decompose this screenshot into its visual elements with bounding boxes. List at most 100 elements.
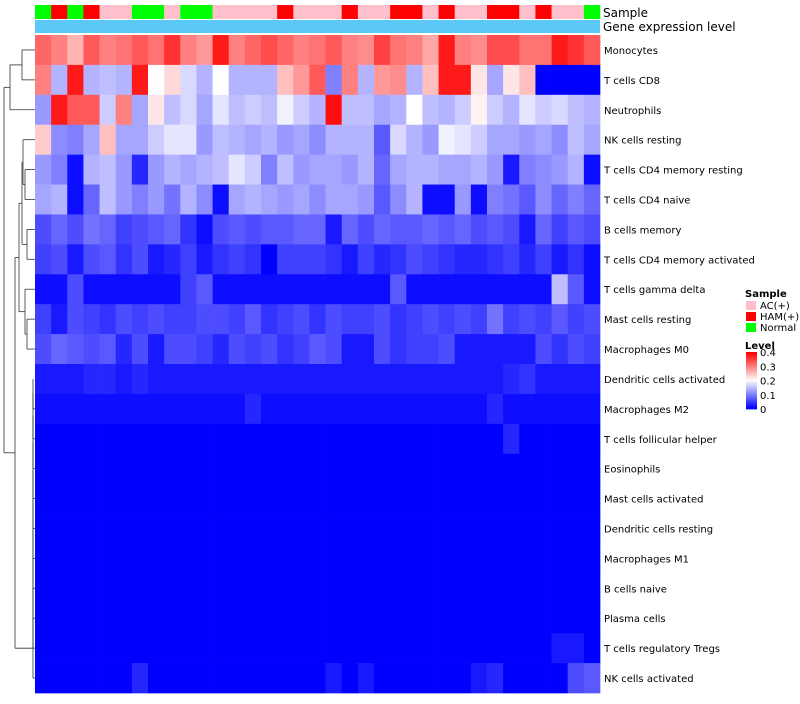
row-label: Macrophages M2 xyxy=(604,405,689,416)
heatmap-cell xyxy=(261,423,278,455)
heatmap-cell xyxy=(341,124,359,155)
heatmap-cell xyxy=(35,154,52,185)
heatmap-cell xyxy=(583,633,601,664)
heatmap-cell xyxy=(535,244,552,275)
heatmap-cell xyxy=(454,633,472,664)
heatmap-cell xyxy=(454,124,472,155)
heatmap-cell xyxy=(131,513,149,544)
heatmap-cell xyxy=(503,513,520,544)
heatmap-cell xyxy=(83,94,100,126)
heatmap-cell xyxy=(454,184,472,215)
heatmap-cell xyxy=(164,423,181,455)
heatmap-cell xyxy=(309,244,326,275)
heatmap-cell xyxy=(341,573,359,604)
heatmap-cell xyxy=(374,94,391,126)
heatmap-cell xyxy=(390,184,407,215)
heatmap-cell xyxy=(35,393,52,425)
heatmap-cell xyxy=(244,124,262,155)
row-label: Monocytes xyxy=(604,46,658,57)
heatmap-cell xyxy=(422,274,439,305)
heatmap-cell xyxy=(115,663,133,694)
heatmap-cell xyxy=(341,483,359,514)
heatmap-cell xyxy=(99,274,117,305)
heatmap-cell xyxy=(341,423,359,455)
heatmap-cell xyxy=(83,35,100,66)
heatmap-cell xyxy=(228,663,246,694)
heatmap-cell xyxy=(390,573,407,604)
heatmap-cell xyxy=(131,214,149,245)
sample-annotation-cell xyxy=(325,5,343,19)
heatmap-cell xyxy=(325,423,343,455)
heatmap-cell xyxy=(148,453,165,484)
heatmap-cell xyxy=(228,184,246,215)
heatmap-cell xyxy=(164,453,181,484)
heatmap-cell xyxy=(67,184,84,215)
sample-annotation-cell xyxy=(261,5,278,19)
heatmap-cell xyxy=(357,64,375,96)
heatmap-cell xyxy=(35,423,52,455)
heatmap-cell xyxy=(583,64,601,96)
heatmap-cell xyxy=(99,154,117,185)
heatmap-cell xyxy=(228,124,246,155)
row-label: T cells gamma delta xyxy=(603,285,705,296)
heatmap-cell xyxy=(244,393,262,425)
heatmap-cell xyxy=(228,274,246,305)
heatmap-cell xyxy=(406,35,423,66)
heatmap-cell xyxy=(519,364,536,395)
heatmap-cell xyxy=(390,364,407,395)
legend-level-bar-segment xyxy=(746,396,757,398)
heatmap-cell xyxy=(212,513,230,544)
heatmap-cell xyxy=(51,663,68,694)
heatmap-cell xyxy=(261,184,278,215)
heatmap-cell xyxy=(261,393,278,425)
heatmap-cell xyxy=(212,184,230,215)
heatmap-cell xyxy=(67,94,84,126)
heatmap-cell xyxy=(406,393,423,425)
heatmap-cell xyxy=(309,304,326,335)
heatmap-cell xyxy=(374,244,391,275)
heatmap-cell xyxy=(261,35,278,66)
sample-annotation-cell xyxy=(309,5,326,19)
heatmap-cell xyxy=(83,274,100,305)
legend-level-bar-segment xyxy=(746,394,757,397)
heatmap-cell xyxy=(454,483,472,514)
heatmap-cell xyxy=(390,543,407,574)
heatmap-cell xyxy=(293,214,310,245)
heatmap-cell xyxy=(357,124,375,155)
heatmap-cell xyxy=(583,154,601,185)
heatmap-cell xyxy=(487,633,504,664)
heatmap-cell xyxy=(390,453,407,484)
heatmap-cell xyxy=(67,154,84,185)
heatmap-cell xyxy=(438,453,456,484)
legend-level-bar-segment xyxy=(746,384,757,387)
heatmap-cell xyxy=(244,603,262,634)
heatmap-cell xyxy=(422,483,439,514)
heatmap-cell xyxy=(164,274,181,305)
heatmap-cell xyxy=(99,543,117,574)
heatmap-cell xyxy=(196,124,213,155)
heatmap-cell xyxy=(551,633,569,664)
heatmap-cell xyxy=(228,304,246,335)
heatmap-cell xyxy=(180,364,197,395)
heatmap-cell xyxy=(325,184,343,215)
heatmap-cell xyxy=(325,483,343,514)
heatmap-cell xyxy=(164,214,181,245)
heatmap-cell xyxy=(67,334,84,365)
heatmap-cell xyxy=(567,573,585,604)
heatmap-cell xyxy=(277,154,294,185)
legend-level-tick: 0 xyxy=(760,405,766,416)
heatmap-cell xyxy=(244,274,262,305)
heatmap-cell xyxy=(390,274,407,305)
row-label: Mast cells activated xyxy=(604,495,703,506)
heatmap-cell xyxy=(148,214,165,245)
heatmap-cell xyxy=(180,124,197,155)
row-label: T cells follicular helper xyxy=(603,435,718,446)
heatmap-cell xyxy=(357,35,375,66)
heatmap-cell xyxy=(228,603,246,634)
heatmap-cell xyxy=(567,663,585,694)
heatmap-cell xyxy=(438,633,456,664)
heatmap-cell xyxy=(422,423,439,455)
heatmap-cell xyxy=(164,663,181,694)
heatmap-cell xyxy=(131,35,149,66)
heatmap-cell xyxy=(470,124,488,155)
